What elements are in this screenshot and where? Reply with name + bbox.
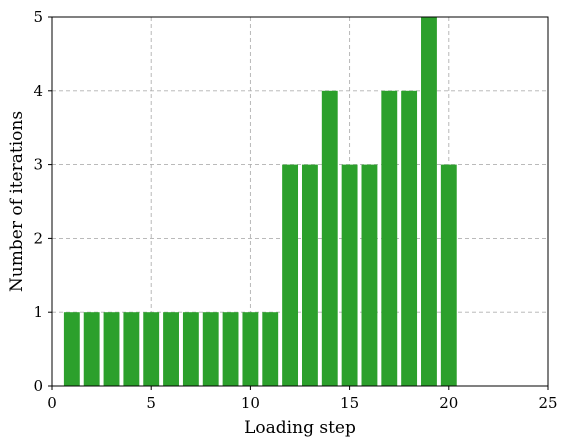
x-tick-label: 15 [340, 394, 359, 412]
bar [222, 312, 239, 386]
bar [103, 312, 120, 386]
y-tick-label: 0 [33, 377, 43, 395]
x-tick-label: 0 [47, 394, 57, 412]
x-tick-label: 20 [439, 394, 458, 412]
x-tick-label: 5 [146, 394, 156, 412]
plot-frame [51, 16, 549, 387]
bar [321, 90, 338, 387]
y-axis-title: Number of iterations [7, 111, 27, 292]
bar [401, 90, 418, 387]
y-tick-label: 3 [33, 156, 43, 174]
bar [123, 312, 140, 386]
y-tick-label: 2 [33, 229, 43, 247]
y-tick-label: 4 [33, 82, 43, 100]
x-axis-title: Loading step [244, 418, 356, 438]
bar [421, 17, 437, 386]
bar [182, 312, 199, 386]
bar [341, 164, 358, 386]
bar [381, 90, 398, 387]
bar [202, 312, 219, 386]
x-tick-label: 10 [241, 394, 260, 412]
bar [301, 164, 318, 386]
bars [63, 17, 457, 387]
bar [83, 312, 100, 386]
axis-ticks: 0 5 10 15 20 25 0 1 2 3 4 5 [33, 8, 557, 412]
x-tick-label: 25 [538, 394, 557, 412]
bar [262, 312, 279, 386]
bar [143, 312, 160, 386]
bar [440, 164, 457, 386]
bar [242, 312, 259, 386]
bar [361, 164, 378, 386]
bar [63, 312, 80, 386]
bar [163, 312, 179, 386]
bar [282, 164, 299, 386]
y-tick-label: 5 [33, 8, 43, 26]
y-tick-label: 1 [33, 303, 43, 321]
